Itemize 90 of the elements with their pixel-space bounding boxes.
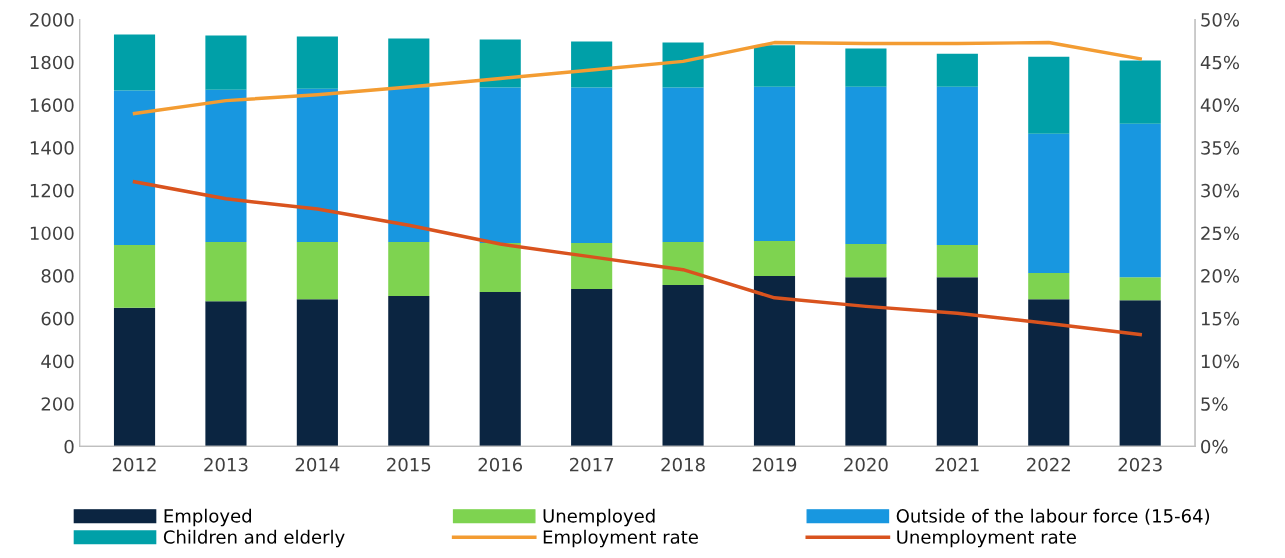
line-series [132,40,1142,116]
bar [753,45,796,87]
bar [662,42,704,88]
y-tick-label: 600 [41,311,74,326]
x-tick-label: 2015 [387,457,431,472]
bar [205,241,247,302]
bar [388,241,430,296]
bar [1119,60,1161,124]
bar [113,307,156,447]
x-tick-label: 2023 [1118,457,1162,472]
bar [662,87,704,242]
y2-tick-label: 45% [1200,55,1240,70]
x-tick-label: 2012 [112,457,156,472]
bar [1119,123,1161,278]
bar [1028,273,1070,300]
x-tick-label: 2022 [1027,457,1070,472]
x-tick-label: 2013 [204,457,248,472]
x-tick-label: 2016 [478,457,523,472]
legend-label: Employed [164,508,251,527]
bar [479,292,521,447]
x-tick-label: 2021 [935,457,979,472]
bar [571,87,613,243]
bar [571,243,613,290]
bar [388,295,430,447]
legend-label: Unemployment rate [897,529,1076,548]
x-tick-label: 2020 [844,457,888,472]
bar [662,241,704,286]
bar [296,299,338,447]
y2-tick-label: 40% [1200,98,1240,113]
bar [753,276,796,447]
y-tick-label: 1800 [30,55,74,70]
y-tick-label: 2000 [30,12,74,27]
bar [479,87,521,243]
bar [113,34,156,91]
y-tick-label: 1600 [30,98,74,113]
bar [936,277,978,447]
y2-tick-label: 30% [1201,183,1240,198]
bar [571,41,613,88]
bar [845,86,887,245]
x-tick-label: 2017 [570,457,614,472]
y-tick-label: 800 [41,269,74,283]
bar [113,244,156,308]
y-tick-label: 400 [41,354,74,369]
legend-label: Outside of the labour force (15-64) [896,508,1210,525]
y-tick-label: 0 [64,439,74,454]
bar [936,86,978,245]
bar [753,86,796,242]
y2-tick-label: 35% [1201,141,1240,155]
bar [296,36,338,89]
bar [662,285,704,447]
line-series [132,180,1142,337]
bar [936,244,978,278]
y-tick-label: 1200 [30,183,74,198]
y2-tick-label: 0% [1201,439,1228,454]
legend-label: Unemployed [543,508,655,527]
bar [936,53,978,87]
bar [479,243,521,293]
bar [1028,299,1070,447]
x-tick-label: 2019 [752,457,797,472]
bar [296,88,338,242]
y2-tick-label: 15% [1201,311,1240,326]
bar [1119,277,1161,301]
bar [205,35,247,90]
bar [845,48,887,87]
bar [205,89,247,242]
bar [205,301,247,447]
bar [1119,300,1161,447]
y2-tick-label: 20% [1201,269,1240,283]
y-tick-label: 1000 [30,226,74,241]
bar [113,90,156,245]
bar [845,244,887,278]
bar [1028,133,1070,274]
y-tick-label: 200 [41,397,74,411]
bar [845,277,887,447]
legend-label: Employment rate [543,529,698,548]
bar [388,87,430,242]
x-tick-label: 2014 [295,457,340,472]
bar [1028,56,1070,134]
y-tick-label: 1400 [30,141,74,155]
bar [753,241,796,277]
bar [296,241,338,300]
bar [571,289,613,447]
y2-tick-label: 10% [1201,354,1240,369]
y2-tick-label: 50% [1201,12,1240,27]
y2-tick-label: 25% [1201,226,1240,241]
bar [388,38,430,88]
legend-label: Children and elderly [163,529,345,548]
y2-tick-label: 5% [1201,397,1228,411]
x-tick-label: 2018 [661,457,705,472]
bar [479,39,521,88]
